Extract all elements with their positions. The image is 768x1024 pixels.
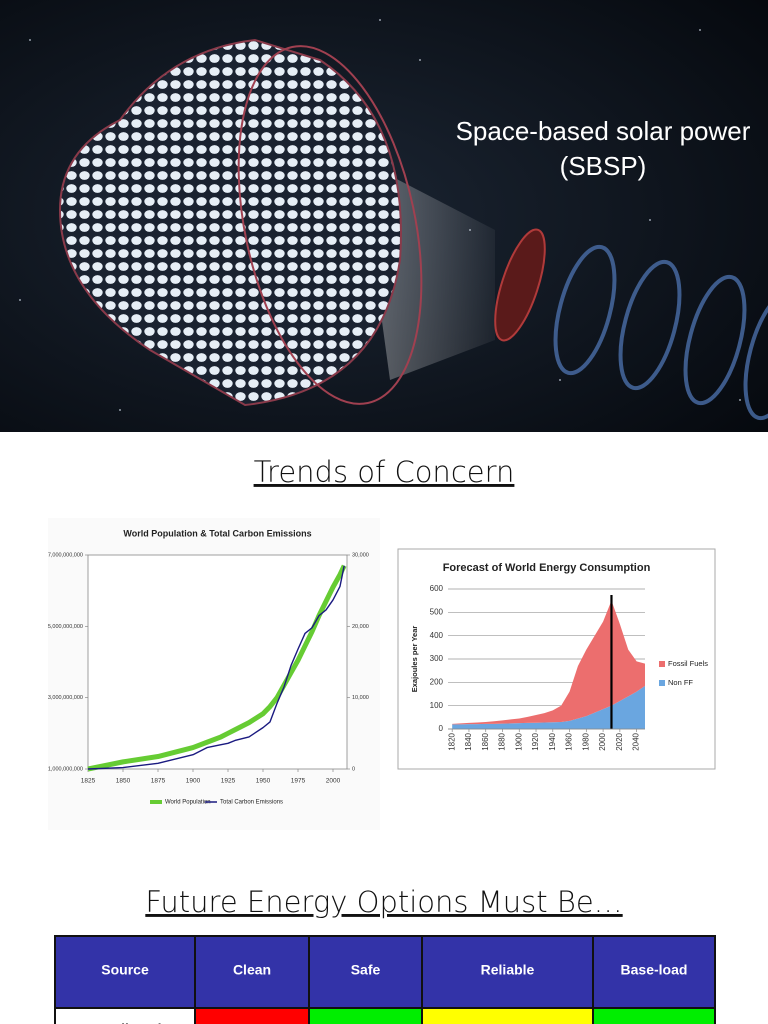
chart-title: World Population & Total Carbon Emission… [123, 528, 311, 538]
series-line [87, 565, 345, 770]
legend-label: Fossil Fuels [668, 659, 708, 668]
y2-tick-label: 20,000 [352, 624, 369, 630]
y-tick-label: 500 [430, 607, 444, 616]
header-cell [308, 935, 423, 1009]
x-tick-label: 1900 [186, 778, 201, 785]
legend-label: World Population [165, 800, 211, 806]
series-area [452, 600, 645, 725]
slide-title: Trends of Concern [254, 455, 515, 489]
slide-title: Future Energy Options Must Be… [145, 885, 622, 919]
x-tick-label: 1840 [464, 732, 473, 750]
y-tick-label: 7,000,000,000 [48, 552, 83, 558]
series-area [452, 685, 645, 729]
header-cell [592, 935, 716, 1009]
y-axis-label: Exajoules per Year [410, 626, 419, 693]
y-tick-label: 300 [430, 654, 444, 663]
table: Source Clean Safe Reliable Base-load Fossil F… [54, 935, 716, 1024]
x-tick-label: 1980 [581, 732, 590, 750]
header-text: Clean [233, 962, 271, 978]
y-tick-label: 100 [430, 701, 444, 710]
legend-swatch [659, 680, 665, 686]
y-tick-label: 1,000,000,000 [48, 766, 83, 772]
header-text: Base-load [621, 962, 688, 978]
header-text: Safe [351, 962, 381, 978]
header-text: Source [101, 962, 149, 978]
table-cell [54, 1007, 196, 1024]
table-cell [421, 1007, 594, 1024]
x-tick-label: 1940 [548, 732, 557, 750]
x-tick-label: 1950 [256, 778, 271, 785]
table-cell [308, 1007, 423, 1024]
y-tick-label: 200 [430, 677, 444, 686]
charts: World Population & Total Carbon Emission… [48, 528, 708, 805]
x-tick-label: 1875 [151, 778, 166, 785]
y-tick-label: 0 [439, 724, 444, 733]
legend-label: Total Carbon Emissions [220, 800, 283, 806]
legend-swatch [659, 661, 665, 667]
header-text: Reliable [481, 962, 535, 978]
table-cell [592, 1007, 716, 1024]
x-tick-label: 1960 [565, 732, 574, 750]
sbsp-illustration [0, 0, 768, 432]
y2-tick-label: 0 [352, 766, 355, 772]
legend-label: Non FF [668, 678, 693, 687]
x-tick-label: 2000 [326, 778, 341, 785]
y2-tick-label: 10,000 [352, 695, 369, 701]
y2-tick-label: 30,000 [352, 552, 369, 558]
x-tick-label: 1900 [514, 732, 523, 750]
y-tick-label: 600 [430, 584, 444, 593]
x-tick-label: 1975 [291, 778, 306, 785]
chart-title: Forecast of World Energy Consumption [443, 562, 651, 574]
sbsp-title: (SBSP) [560, 151, 647, 181]
x-tick-label: 1850 [116, 778, 131, 785]
series-line [87, 564, 347, 772]
x-tick-label: 2000 [598, 732, 607, 750]
x-tick-label: 2020 [615, 732, 624, 750]
y-tick-label: 3,000,000,000 [48, 695, 83, 701]
x-tick-label: 1820 [447, 732, 456, 750]
x-tick-label: 2040 [632, 732, 641, 750]
table-cell [194, 1007, 310, 1024]
x-tick-label: 1925 [221, 778, 236, 785]
x-tick-label: 1880 [498, 732, 507, 750]
cell-text: Fossil Fuel [88, 1021, 161, 1024]
x-tick-label: 1920 [531, 732, 540, 750]
y-tick-label: 400 [430, 631, 444, 640]
y-tick-label: 5,000,000,000 [48, 624, 83, 630]
plot-frame [87, 554, 348, 770]
sbsp-title: Space-based solar power [456, 116, 751, 146]
x-tick-label: 1825 [81, 778, 96, 785]
x-tick-label: 1860 [481, 732, 490, 750]
